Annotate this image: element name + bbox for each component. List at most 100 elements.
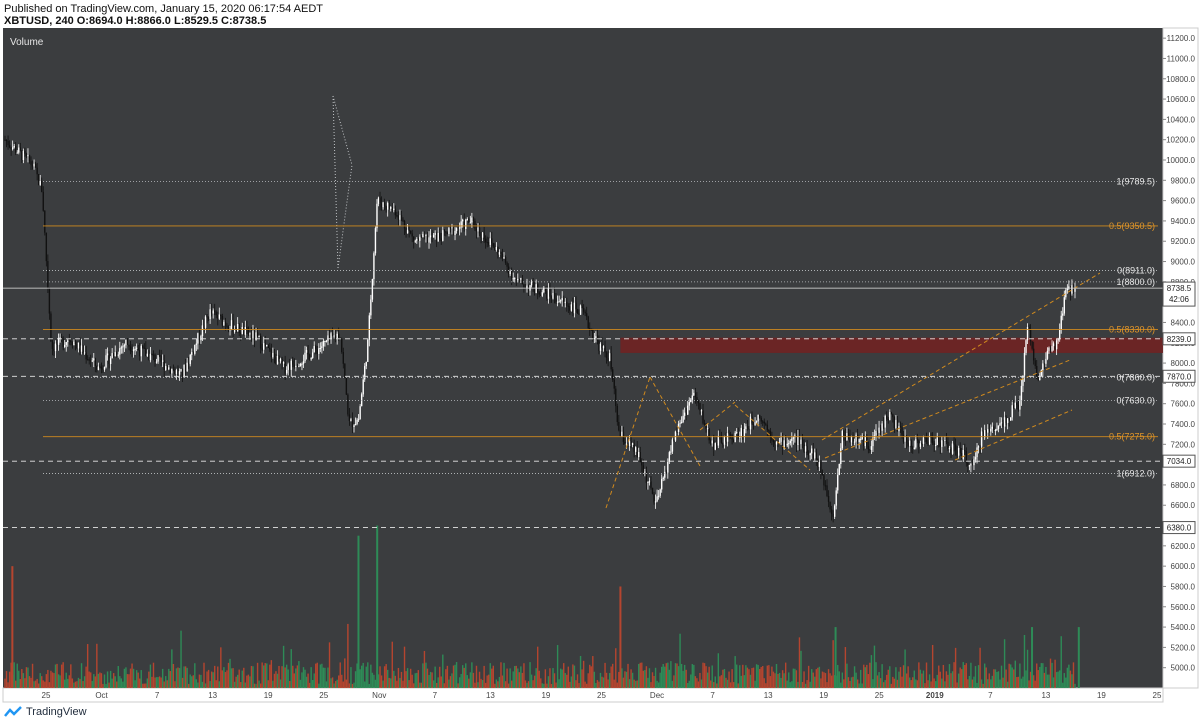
candle-body (116, 352, 118, 356)
volume-bar (533, 675, 536, 688)
candle-body (400, 215, 403, 220)
volume-bar (641, 662, 643, 688)
price-axis (1162, 27, 1199, 689)
candle-body (939, 442, 941, 447)
candle-body (227, 326, 230, 331)
candle-body (1072, 285, 1075, 292)
candle-body (134, 348, 136, 350)
volume-bar (276, 673, 279, 688)
volume-bar (612, 663, 614, 688)
volume-bar (269, 664, 271, 688)
candle-body (331, 333, 334, 336)
candle-body (21, 150, 23, 160)
volume-bar (924, 683, 926, 688)
candle-body (991, 426, 994, 429)
volume-bar (824, 673, 827, 688)
candle-body (129, 346, 132, 352)
fib-level-label: 1(9789.5) (1116, 176, 1155, 186)
volume-bar (725, 677, 727, 688)
volume-bar (662, 663, 664, 688)
candle-body (175, 370, 178, 375)
volume-bar (676, 663, 678, 688)
volume-bar (708, 666, 710, 688)
volume-bar (27, 667, 29, 688)
volume-bar (57, 674, 60, 688)
volume-bar (656, 680, 658, 688)
candle-body (16, 152, 18, 154)
volume-bar (564, 673, 566, 688)
volume-bar (344, 658, 346, 688)
candle-body (754, 422, 756, 425)
volume-bar (922, 670, 925, 688)
volume-bar (618, 671, 620, 688)
candle-body (523, 284, 525, 288)
candle-body (102, 368, 104, 370)
bar-countdown: 42:06 (1169, 295, 1190, 304)
candle-body (1034, 360, 1036, 367)
candle-body (356, 419, 358, 424)
candle-body (595, 336, 597, 339)
volume-bar (691, 664, 694, 688)
candle-body (1029, 328, 1032, 342)
plot-background (3, 28, 1163, 688)
candle-body (907, 442, 909, 446)
current-price-label: 8738.5 (1167, 284, 1192, 293)
volume-bar (985, 667, 987, 688)
candle-body (48, 287, 51, 314)
candle-body (448, 227, 450, 234)
candle-body (262, 343, 265, 350)
volume-bar (671, 680, 674, 688)
volume-bar (356, 663, 358, 688)
volume-bar (604, 662, 606, 688)
volume-bar (491, 668, 493, 688)
volume-bar (731, 669, 733, 688)
candle-body (983, 430, 986, 438)
candle-body (269, 347, 271, 350)
volume-bar (246, 675, 248, 688)
volume-bar (991, 675, 994, 688)
candle-body (477, 227, 479, 232)
volume-bar (1060, 636, 1062, 688)
candle-body (572, 304, 574, 314)
volume-bar (634, 680, 637, 688)
candle-body (852, 436, 854, 443)
volume-bar (1006, 681, 1009, 688)
candle-body (18, 147, 20, 153)
candle-body (152, 354, 155, 356)
volume-bar (400, 671, 403, 688)
y-tick-label: 5800.0 (1171, 582, 1196, 591)
volume-bar (318, 683, 320, 688)
candle-body (226, 325, 228, 327)
volume-bar (608, 673, 611, 688)
volume-bar (76, 681, 78, 688)
candle-body (353, 425, 355, 428)
volume-bar (763, 678, 765, 688)
candle-body (673, 439, 675, 441)
candle-body (255, 332, 257, 341)
volume-bar (685, 669, 687, 688)
candle-body (243, 327, 245, 335)
candle-body (207, 317, 210, 319)
volume-bar (631, 672, 634, 688)
volume-bar (677, 666, 680, 688)
volume-bar (529, 662, 531, 688)
candle-body (748, 428, 750, 430)
candle-body (612, 369, 614, 380)
volume-bar (823, 672, 825, 688)
volume-bar (616, 682, 619, 688)
volume-bar (77, 677, 80, 688)
volume-bar (79, 678, 81, 688)
volume-bar (1003, 639, 1006, 688)
candle-body (273, 352, 276, 358)
volume-bar (576, 674, 579, 688)
candle-body (682, 415, 684, 422)
candle-body (915, 439, 917, 448)
x-tick-label: Dec (650, 691, 664, 700)
candle-body (259, 335, 262, 349)
candle-body (725, 436, 727, 442)
volume-bar (890, 683, 893, 688)
x-tick-label: 7 (155, 691, 160, 700)
volume-bar (804, 683, 807, 688)
volume-bar (50, 670, 52, 688)
